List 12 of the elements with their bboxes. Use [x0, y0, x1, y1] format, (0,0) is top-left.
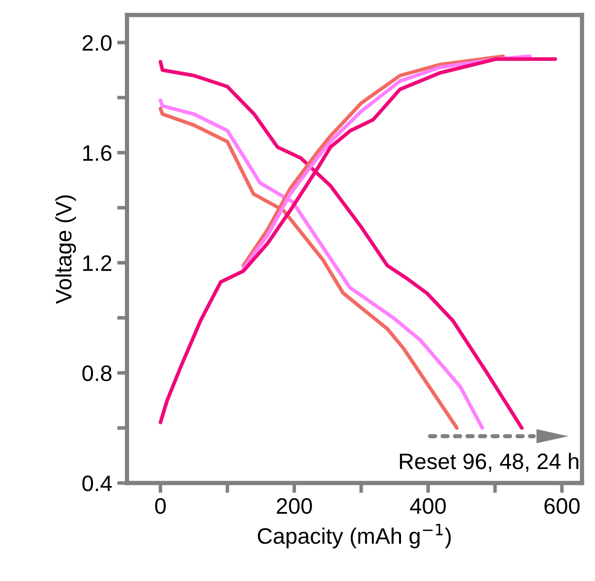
y-tick-label: 2.0 [82, 35, 112, 51]
y-axis-title: Voltage (V) [55, 195, 76, 304]
x-axis-title: Capacity (mAh g$^{−1}$) [258, 524, 451, 548]
y-tick-label: 0.4 [82, 476, 112, 492]
annotation: Reset 96, 48, 24 h [400, 452, 578, 472]
y-tick-label: 0.8 [82, 365, 112, 382]
x-tick-label: 0 [155, 498, 166, 514]
x-tick-label: 200 [276, 498, 312, 514]
y-tick-label: 1.2 [83, 255, 112, 271]
x-tick-label: 600 [544, 498, 580, 514]
x-tick-label: 400 [410, 498, 446, 514]
y-tick-label: 1.6 [83, 145, 112, 161]
